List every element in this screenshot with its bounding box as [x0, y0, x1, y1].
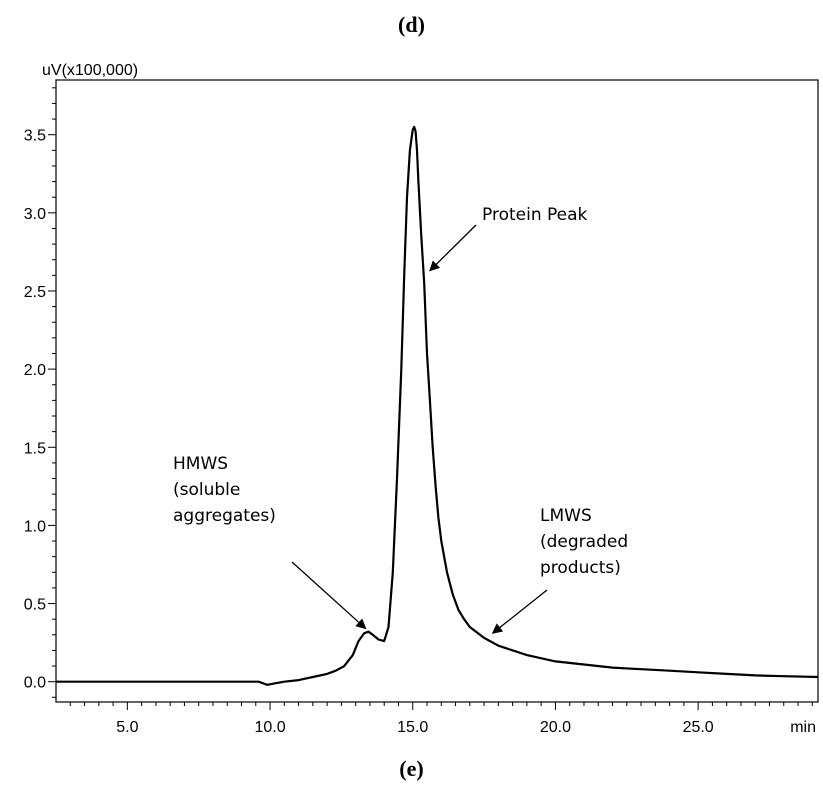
annotation-text: products): [540, 558, 621, 578]
y-tick-label: 3.5: [24, 128, 46, 145]
annotation: HMWS (soluble aggregates): [173, 454, 367, 630]
y-tick-label: 0.5: [24, 597, 46, 614]
y-axis-label: uV(x100,000): [42, 62, 138, 79]
annotation-arrow: [491, 589, 548, 634]
figure-caption-bottom: (e): [399, 756, 424, 781]
x-tick-label: 5.0: [116, 719, 138, 736]
figure-caption-top: (d): [398, 12, 425, 37]
y-tick-label: 3.0: [24, 206, 46, 223]
y-tick-label: 1.0: [24, 518, 46, 535]
y-tick-label: 2.5: [24, 284, 46, 301]
series-layer: [56, 125, 819, 686]
y-tick-label: 0.0: [24, 675, 46, 692]
y-tick-label: 1.5: [24, 440, 46, 457]
annotation-text: LMWS: [540, 506, 592, 526]
annotation-arrow: [429, 224, 477, 272]
annotation-text: aggregates): [173, 506, 276, 526]
x-tick-label: 10.0: [254, 719, 285, 736]
axes: [55, 79, 819, 703]
x-axis-label: min: [790, 719, 816, 736]
x-tick-label: 25.0: [683, 719, 714, 736]
plot-frame: [55, 79, 819, 703]
annotation: LMWS (degraded products): [491, 506, 628, 634]
ticks: 5.0 10.0 15.0 20.0 25.0 0.0 0.5 1.0 1.5 2.0 2.5 3.0…: [24, 87, 813, 736]
annotation-text: (degraded: [540, 532, 628, 552]
y-tick-label: 2.0: [24, 362, 46, 379]
annotation-text: Protein Peak: [482, 205, 588, 225]
annotation-arrow: [291, 561, 367, 630]
annotation-text: (soluble: [173, 480, 240, 500]
chromatogram-trace: [56, 125, 819, 686]
annotations: Protein Peak HMWS (soluble aggregates) LMWS (…: [173, 205, 628, 634]
x-tick-label: 15.0: [397, 719, 428, 736]
annotation-text: HMWS: [173, 454, 228, 474]
x-tick-label: 20.0: [540, 719, 571, 736]
annotation: Protein Peak: [429, 205, 588, 272]
